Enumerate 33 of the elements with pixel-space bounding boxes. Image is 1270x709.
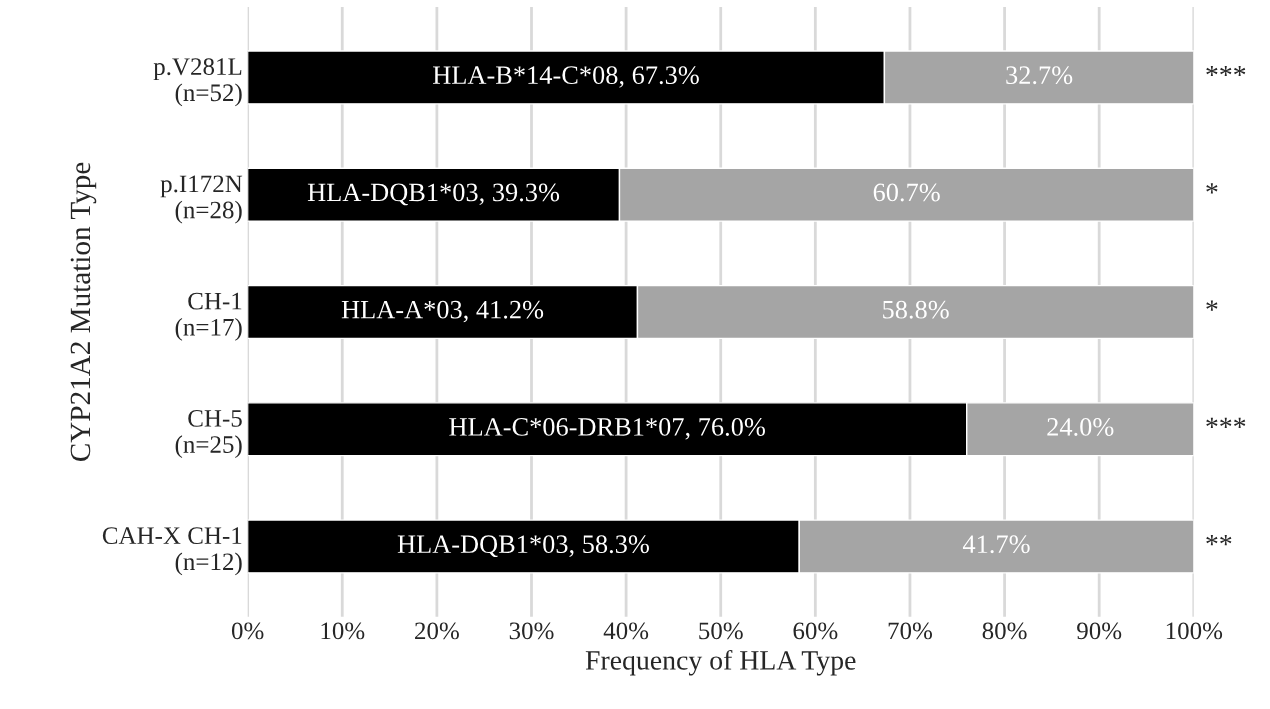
data-label: 32.7% bbox=[1006, 66, 1073, 85]
x-tick-label: 70% bbox=[888, 622, 933, 640]
x-tick-label: 60% bbox=[793, 622, 838, 640]
x-tick-label: 40% bbox=[603, 622, 649, 640]
y-tick-label: CH-5 (n=25) bbox=[175, 410, 242, 459]
data-label: 41.7% bbox=[962, 535, 1030, 554]
y-tick-label: CH-1 (n=17) bbox=[175, 292, 242, 341]
x-tick-label: 100% bbox=[1166, 622, 1223, 640]
data-label: HLA-DQB1*03, 58.3% bbox=[397, 535, 649, 558]
text: * bbox=[1206, 183, 1218, 194]
data-label: 58.8% bbox=[883, 300, 949, 319]
text: * bbox=[1206, 300, 1218, 311]
x-tick-label: 0% bbox=[231, 622, 264, 640]
x-tick-label: 10% bbox=[321, 622, 365, 640]
y-tick-label: p.I172N (n=28) bbox=[160, 175, 243, 224]
text: *** bbox=[1206, 417, 1246, 428]
x-tick-label: 80% bbox=[982, 622, 1027, 640]
x-tick-label: 20% bbox=[415, 622, 459, 640]
data-label: HLA-DQB1*03, 39.3% bbox=[307, 183, 560, 206]
data-label: HLA-A*03, 41.2% bbox=[341, 300, 544, 323]
data-label: 24.0% bbox=[1047, 418, 1114, 436]
x-tick-label: 90% bbox=[1077, 622, 1122, 640]
text: *** bbox=[1206, 65, 1246, 77]
x-tick-label: 30% bbox=[509, 622, 554, 640]
y-axis-title: CYP21A2 Mutation Type bbox=[70, 162, 97, 461]
x-tick-label: 50% bbox=[699, 622, 743, 640]
data-label: HLA-B*14-C*08, 67.3% bbox=[433, 66, 699, 88]
y-tick-label: CAH-X CH-1 (n=12) bbox=[102, 527, 242, 576]
data-label: HLA-C*06-DRB1*07, 76.0% bbox=[449, 418, 765, 440]
data-label: 60.7% bbox=[873, 183, 940, 202]
y-tick-label: p.V281L (n=52) bbox=[153, 58, 242, 107]
x-axis-title: Frequency of HLA Type bbox=[585, 649, 856, 676]
text: ** bbox=[1206, 534, 1232, 546]
